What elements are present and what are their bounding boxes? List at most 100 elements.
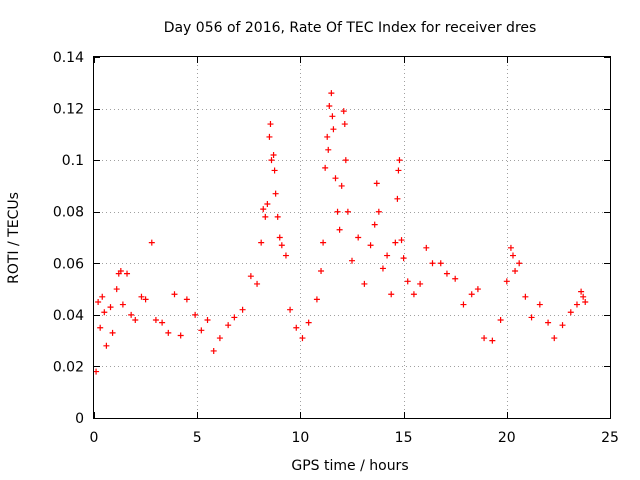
data-point xyxy=(528,314,535,321)
data-point xyxy=(344,208,351,215)
data-point xyxy=(567,309,574,316)
data-point xyxy=(326,102,333,109)
axis-ticks: 0 5 10 15 20 25 0 0.02 0.04 0.06 0.08 0.1 0.12 0.14 xyxy=(53,50,619,446)
data-point xyxy=(267,121,274,128)
x-tick-label: 5 xyxy=(193,430,202,446)
data-point xyxy=(452,275,459,282)
data-point xyxy=(270,151,277,158)
data-point xyxy=(373,180,380,187)
plot-frame xyxy=(93,56,611,419)
data-point xyxy=(355,234,362,241)
data-point xyxy=(361,280,368,287)
data-point xyxy=(171,291,178,298)
data-point xyxy=(287,306,294,313)
data-point xyxy=(417,280,424,287)
data-point xyxy=(266,133,273,140)
data-point xyxy=(559,322,566,329)
data-point xyxy=(268,157,275,164)
data-point xyxy=(410,291,417,298)
data-point xyxy=(394,195,401,202)
data-point xyxy=(305,319,312,326)
data-point xyxy=(396,157,403,164)
data-point xyxy=(474,286,481,293)
data-point xyxy=(128,311,135,318)
data-point xyxy=(481,335,488,342)
data-point xyxy=(97,324,104,331)
data-point xyxy=(272,190,279,197)
data-point xyxy=(336,226,343,233)
data-point xyxy=(165,329,172,336)
data-point xyxy=(503,278,510,285)
data-point xyxy=(177,332,184,339)
data-point xyxy=(278,242,285,249)
data-point xyxy=(509,252,516,259)
y-tick-label: 0 xyxy=(75,411,84,427)
data-point xyxy=(254,280,261,287)
data-point xyxy=(423,244,430,251)
data-point xyxy=(192,311,199,318)
data-point xyxy=(322,164,329,171)
data-point xyxy=(142,296,149,303)
data-point xyxy=(152,317,159,324)
data-point xyxy=(95,298,102,305)
data-point xyxy=(551,335,558,342)
data-point xyxy=(388,291,395,298)
data-point xyxy=(299,335,306,342)
y-tick-label: 0.08 xyxy=(53,205,84,221)
data-point xyxy=(429,260,436,267)
x-axis-label: GPS time / hours xyxy=(291,458,408,474)
data-point xyxy=(379,265,386,272)
data-point xyxy=(460,301,467,308)
data-point xyxy=(468,291,475,298)
data-point xyxy=(582,298,589,305)
data-point xyxy=(384,252,391,259)
data-point xyxy=(545,319,552,326)
data-point xyxy=(318,268,325,275)
data-point xyxy=(247,273,254,280)
data-point xyxy=(260,206,267,213)
data-point xyxy=(101,309,108,316)
data-point xyxy=(320,239,327,246)
data-point xyxy=(375,208,382,215)
data-point xyxy=(341,121,348,128)
data-point xyxy=(573,301,580,308)
data-point xyxy=(443,270,450,277)
y-axis-label: ROTI / TECUs xyxy=(6,192,22,284)
data-point xyxy=(282,252,289,259)
data-point xyxy=(264,200,271,207)
data-point xyxy=(210,347,217,354)
data-point xyxy=(113,286,120,293)
data-point xyxy=(497,317,504,324)
data-point xyxy=(580,293,587,300)
data-point xyxy=(342,157,349,164)
data-point xyxy=(132,317,139,324)
data-point xyxy=(159,319,166,326)
data-point xyxy=(107,304,114,311)
data-point xyxy=(516,260,523,267)
data-point xyxy=(271,167,278,174)
data-point xyxy=(148,239,155,246)
data-point xyxy=(138,293,145,300)
x-tick-label: 15 xyxy=(395,430,413,446)
data-point xyxy=(328,90,335,97)
data-point xyxy=(338,182,345,189)
data-point xyxy=(324,133,331,140)
data-point xyxy=(334,208,341,215)
data-point xyxy=(198,327,205,334)
x-tick-label: 0 xyxy=(90,430,99,446)
y-tick-label: 0.12 xyxy=(53,102,84,118)
data-point xyxy=(276,234,283,241)
data-point xyxy=(512,268,519,275)
y-tick-label: 0.06 xyxy=(53,256,84,272)
chart-title: Day 056 of 2016, Rate Of TEC Index for r… xyxy=(164,20,537,36)
data-point xyxy=(340,108,347,115)
y-tick-label: 0.04 xyxy=(53,308,84,324)
data-point xyxy=(258,239,265,246)
y-tick-label: 0.1 xyxy=(62,153,84,169)
data-point xyxy=(325,146,332,153)
data-point xyxy=(332,175,339,182)
data-point xyxy=(371,221,378,228)
data-point xyxy=(119,301,126,308)
data-point xyxy=(392,239,399,246)
